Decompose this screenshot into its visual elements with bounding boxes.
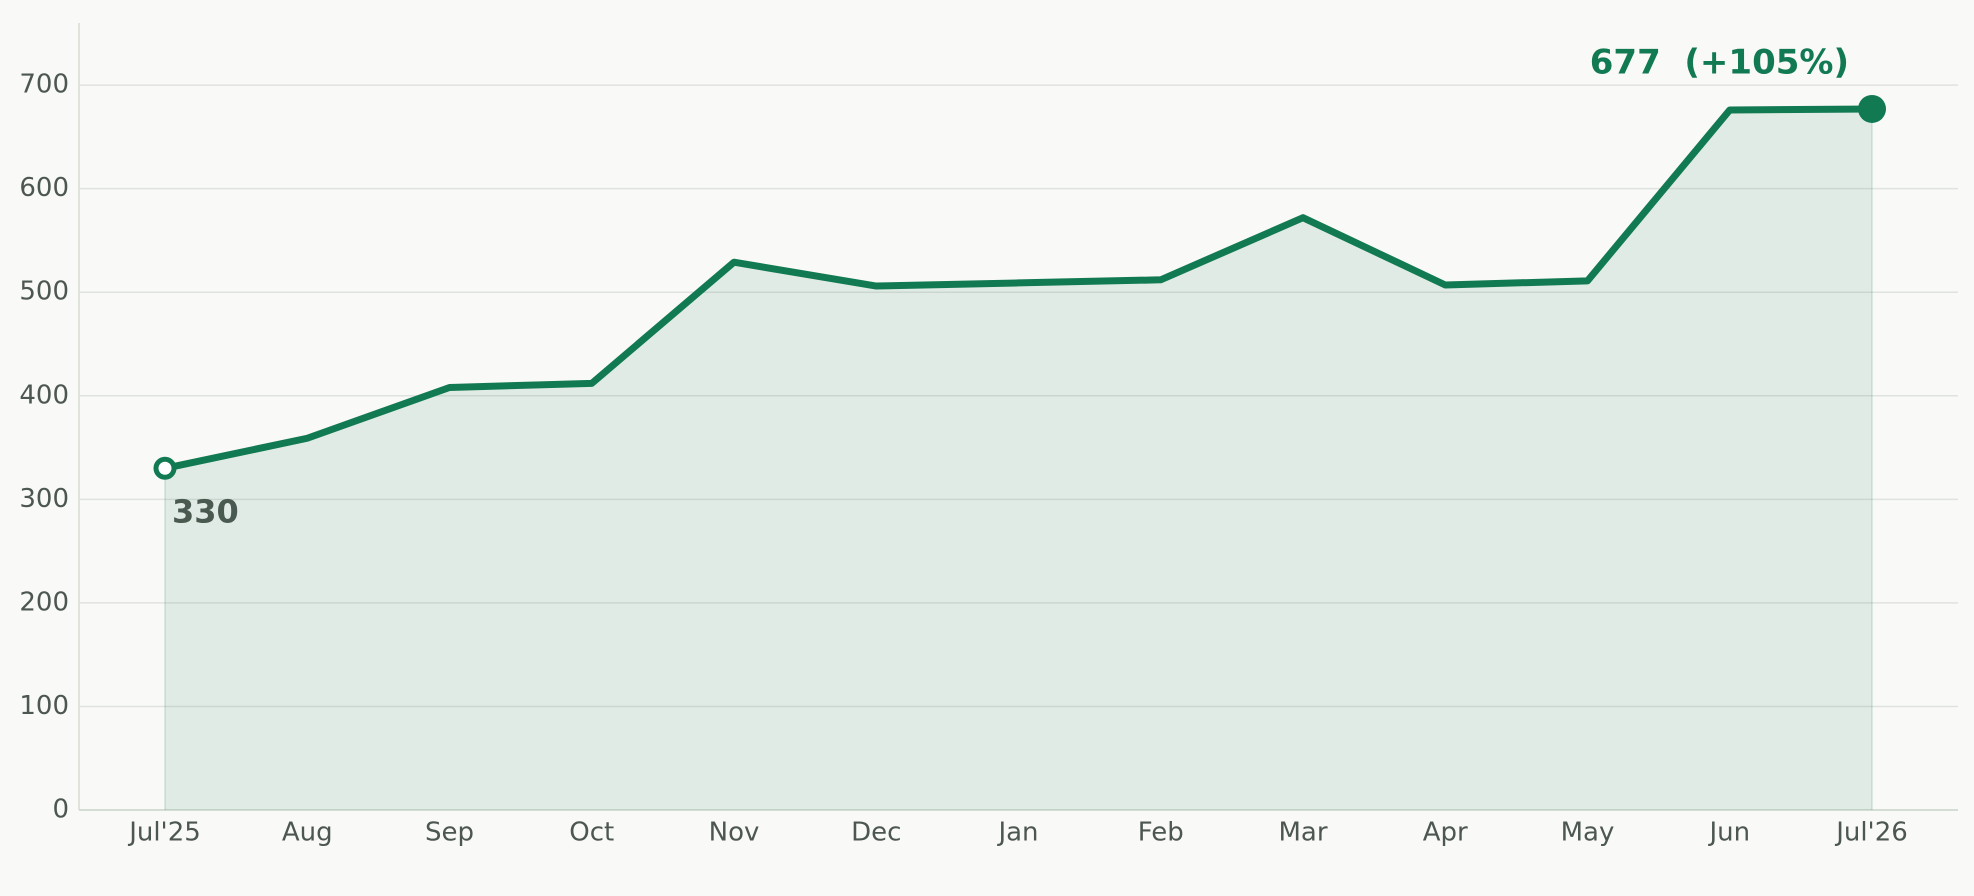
start-marker <box>153 456 177 480</box>
line <box>164 105 1873 472</box>
y-tick-label: 500 <box>19 277 69 307</box>
x-tick-label: Dec <box>851 818 901 848</box>
y-tick-label: 400 <box>19 380 69 410</box>
x-tick-label: Sep <box>425 818 474 848</box>
x-tick-label: Apr <box>1423 818 1468 848</box>
x-tick-label: Feb <box>1138 818 1184 848</box>
x-tick-label: Jan <box>996 818 1038 848</box>
y-tick-label: 0 <box>52 795 69 825</box>
x-tick-label: Jul'25 <box>127 818 201 848</box>
end-marker <box>1858 94 1886 123</box>
value-label: 677 (+105%) <box>1590 42 1849 82</box>
x-tick-label: May <box>1561 818 1615 848</box>
x-tick-label: Aug <box>282 818 333 848</box>
x-tick-label: Mar <box>1278 818 1327 848</box>
x-tick-label: Jul'26 <box>1834 818 1908 848</box>
value-label: 330 <box>172 492 239 530</box>
x-tick-label: Oct <box>569 818 614 848</box>
area-fill <box>165 108 1872 811</box>
y-tick-label: 300 <box>19 484 69 514</box>
x-tick-label: Jun <box>1707 818 1750 848</box>
y-tick-label: 600 <box>19 173 69 203</box>
y-tick-label: 100 <box>19 691 69 721</box>
x-tick-label: Nov <box>709 818 760 848</box>
y-tick-label: 700 <box>19 70 69 100</box>
y-tick-label: 200 <box>19 587 69 617</box>
